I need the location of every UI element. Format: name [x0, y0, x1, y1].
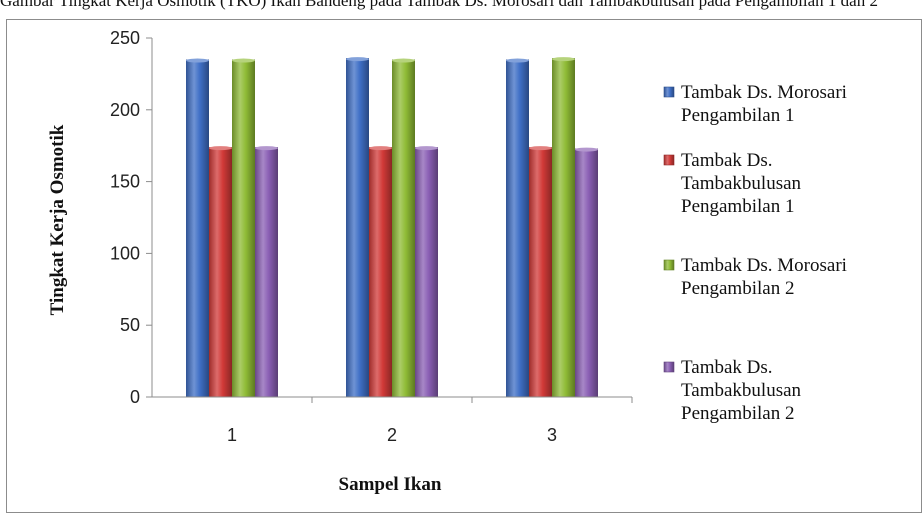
legend-label: Pengambilan 1 — [681, 196, 794, 217]
y-tick-label: 100 — [110, 243, 140, 263]
bar — [255, 147, 278, 397]
bar-top — [255, 146, 278, 151]
chart-frame: 0 50 100 150 200 250 1 2 3 Tambak Ds. Morosari Pe… — [6, 19, 922, 513]
legend-label: Pengambilan 2 — [681, 278, 794, 299]
y-tick-label: 250 — [110, 28, 140, 48]
bar-top — [529, 146, 552, 151]
y-tick-label: 200 — [110, 100, 140, 120]
bar-top — [346, 57, 369, 62]
bar-top — [506, 58, 529, 63]
bar-top — [552, 57, 575, 62]
y-axis-title: Tingkat Kerja Osmotik — [47, 124, 68, 315]
bar — [506, 59, 529, 397]
bar-top — [232, 58, 255, 63]
plot-area — [186, 57, 598, 397]
figure-caption: Gambar Tingkat Kerja Osmotik (TKO) Ikan … — [0, 0, 878, 10]
y-tick-label: 150 — [110, 172, 140, 192]
legend-label: Tambakbulusan — [681, 380, 802, 401]
bar — [232, 59, 255, 397]
legend-swatch — [663, 86, 675, 98]
legend-label: Pengambilan 2 — [681, 403, 794, 424]
legend-swatch — [663, 361, 675, 373]
bar-top — [392, 58, 415, 63]
bar — [575, 148, 598, 397]
bar — [186, 59, 209, 397]
bar-top — [209, 146, 232, 151]
legend-label: Tambak Ds. — [681, 150, 773, 171]
bar-top — [186, 58, 209, 63]
x-axis-title: Sampel Ikan — [339, 474, 442, 495]
bar — [552, 58, 575, 397]
bar — [392, 59, 415, 397]
bar — [369, 147, 392, 397]
bar — [346, 58, 369, 397]
x-tick-label: 3 — [547, 425, 557, 445]
legend-swatch — [663, 259, 675, 271]
bar — [529, 147, 552, 397]
legend-label: Tambak Ds. Morosari — [681, 82, 847, 103]
bar-top — [415, 146, 438, 151]
bar — [209, 147, 232, 397]
bar-top — [369, 146, 392, 151]
x-tick-label: 2 — [387, 425, 397, 445]
legend-label: Pengambilan 1 — [681, 105, 794, 126]
y-tick-label: 50 — [120, 315, 140, 335]
legend-label: Tambak Ds. — [681, 357, 773, 378]
x-tick-label: 1 — [227, 425, 237, 445]
legend-swatch — [663, 154, 675, 166]
legend-label: Tambakbulusan — [681, 173, 802, 194]
axes: 0 50 100 150 200 250 1 2 3 — [110, 28, 633, 445]
legend-label: Tambak Ds. Morosari — [681, 255, 847, 276]
y-tick-label: 0 — [130, 387, 140, 407]
bar-top — [575, 147, 598, 152]
bar — [415, 147, 438, 397]
